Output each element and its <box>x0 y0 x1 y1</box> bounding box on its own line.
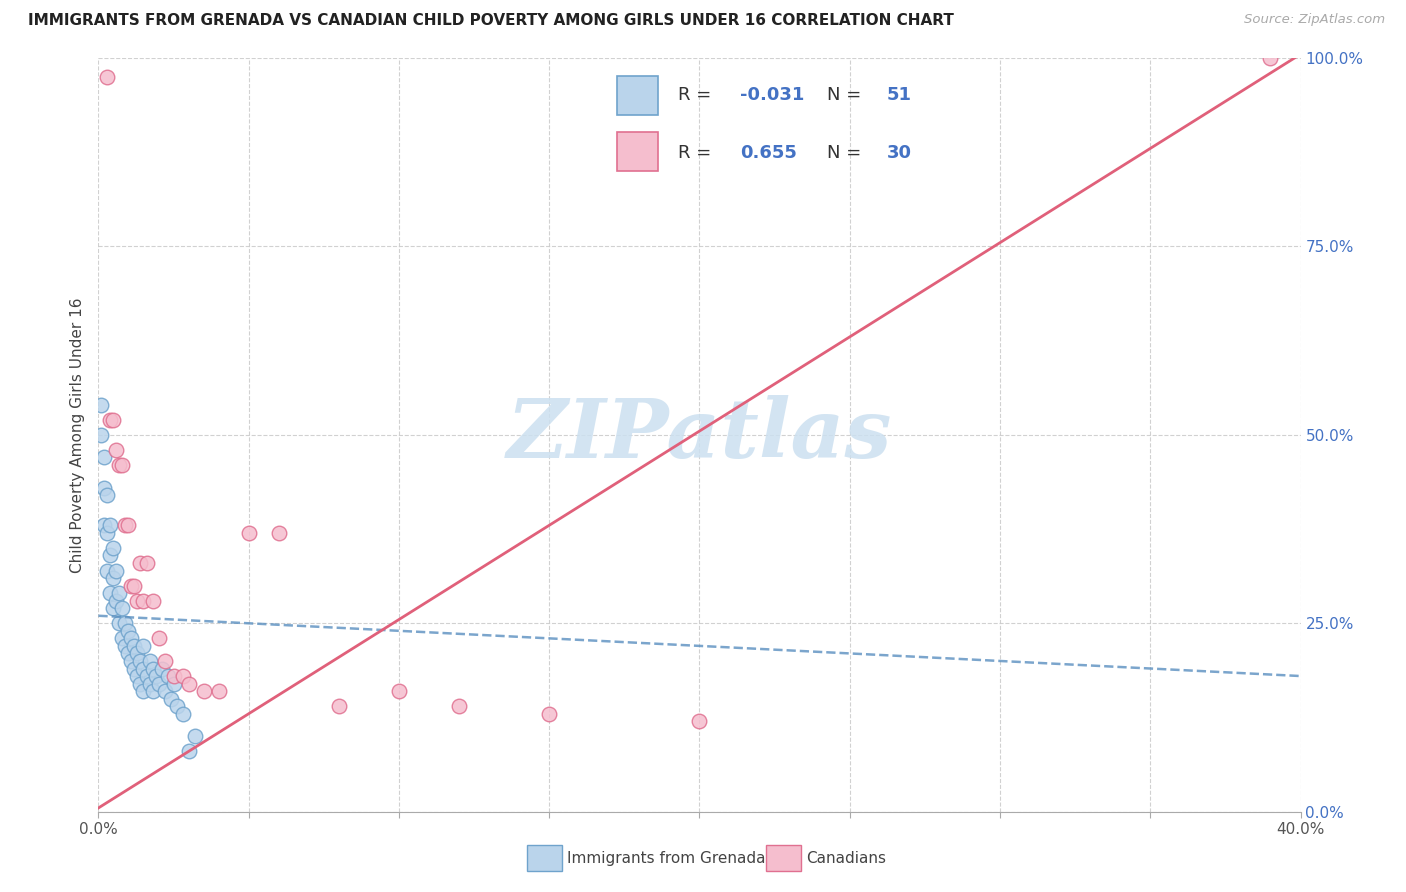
Point <box>96 488 118 502</box>
Point <box>129 676 152 690</box>
Point <box>132 593 155 607</box>
Point <box>238 525 260 540</box>
Point <box>111 601 134 615</box>
Point <box>132 661 155 675</box>
Point <box>177 676 200 690</box>
Point <box>127 593 149 607</box>
Point <box>129 654 152 668</box>
Point <box>124 639 146 653</box>
Point <box>103 601 125 615</box>
Point <box>141 684 163 698</box>
Point <box>100 518 122 533</box>
Point <box>96 564 118 578</box>
Point <box>156 669 179 683</box>
Point <box>108 458 131 472</box>
Point <box>145 669 167 683</box>
Point <box>96 70 118 84</box>
Point <box>132 639 155 653</box>
Point <box>105 593 128 607</box>
Point <box>117 647 139 661</box>
Point <box>93 518 115 533</box>
Point <box>103 541 125 555</box>
Point <box>93 450 115 465</box>
Point <box>135 556 157 570</box>
Point <box>103 571 125 585</box>
Point <box>148 632 170 646</box>
Point <box>114 639 136 653</box>
Point <box>447 699 470 714</box>
Point <box>100 549 122 563</box>
Point <box>172 706 194 721</box>
Text: ZIPatlas: ZIPatlas <box>506 395 893 475</box>
Point <box>162 669 184 683</box>
Point <box>159 691 181 706</box>
Point <box>103 413 125 427</box>
Point <box>108 586 131 600</box>
Text: Canadians: Canadians <box>806 851 886 865</box>
Point <box>148 676 170 690</box>
Point <box>193 684 215 698</box>
Y-axis label: Child Poverty Among Girls Under 16: Child Poverty Among Girls Under 16 <box>70 297 86 573</box>
Point <box>90 428 112 442</box>
Point <box>111 458 134 472</box>
Point <box>121 579 143 593</box>
Point <box>127 669 149 683</box>
Point <box>689 714 711 729</box>
Point <box>138 654 160 668</box>
Point <box>124 661 146 675</box>
Point <box>114 616 136 631</box>
Point <box>153 654 176 668</box>
Point <box>388 684 411 698</box>
Point <box>121 654 143 668</box>
Point <box>105 564 128 578</box>
Point <box>183 730 205 744</box>
Text: Immigrants from Grenada: Immigrants from Grenada <box>567 851 765 865</box>
Point <box>132 684 155 698</box>
Point <box>90 398 112 412</box>
Point <box>172 669 194 683</box>
Point <box>100 413 122 427</box>
Point <box>100 586 122 600</box>
Point <box>129 556 152 570</box>
Point <box>117 518 139 533</box>
Point <box>208 684 231 698</box>
Point <box>166 699 188 714</box>
Point <box>141 661 163 675</box>
Point <box>114 518 136 533</box>
Point <box>141 593 163 607</box>
Point <box>162 676 184 690</box>
Point <box>538 706 561 721</box>
Point <box>111 632 134 646</box>
Point <box>105 442 128 457</box>
Text: Source: ZipAtlas.com: Source: ZipAtlas.com <box>1244 13 1385 27</box>
Point <box>117 624 139 638</box>
Point <box>135 669 157 683</box>
Point <box>138 676 160 690</box>
Point <box>93 481 115 495</box>
Point <box>177 744 200 758</box>
Point <box>153 684 176 698</box>
Point <box>121 632 143 646</box>
Point <box>328 699 350 714</box>
Point <box>127 647 149 661</box>
Point <box>96 525 118 540</box>
Point <box>267 525 290 540</box>
Point <box>108 616 131 631</box>
Point <box>150 661 173 675</box>
Point <box>124 579 146 593</box>
Text: IMMIGRANTS FROM GRENADA VS CANADIAN CHILD POVERTY AMONG GIRLS UNDER 16 CORRELATI: IMMIGRANTS FROM GRENADA VS CANADIAN CHIL… <box>28 13 955 29</box>
Point <box>1260 51 1282 65</box>
